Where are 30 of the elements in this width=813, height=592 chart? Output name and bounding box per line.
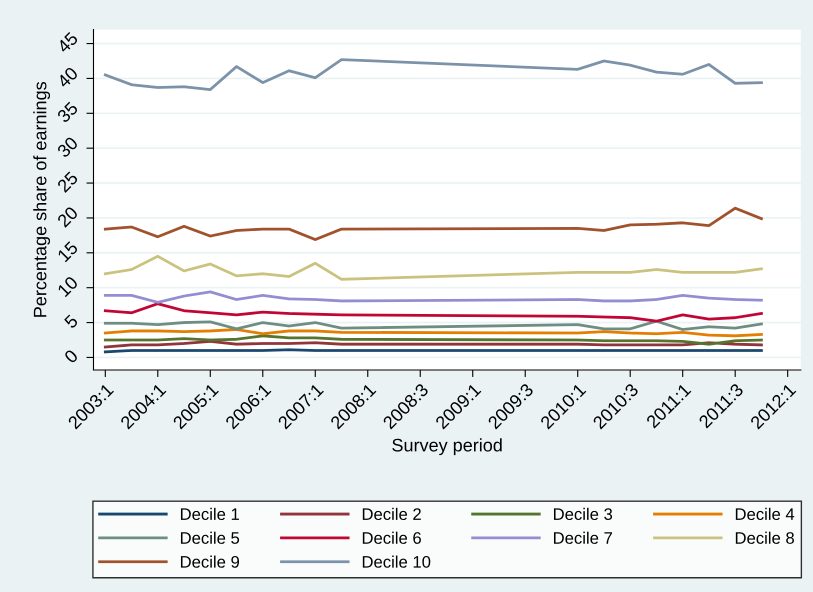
line-series — [104, 206, 763, 241]
line-series — [104, 302, 763, 323]
legend-label: Decile 7 — [554, 532, 612, 544]
line-series — [104, 320, 763, 331]
legend-label: Decile 4 — [736, 508, 794, 520]
y-tick-label: 15 — [57, 240, 79, 262]
y-tick-label: 45 — [56, 32, 79, 54]
line-series — [104, 254, 763, 281]
y-tick-label: 20 — [56, 206, 79, 228]
legend-label: Decile 6 — [362, 532, 421, 544]
y-tick-label: 10 — [56, 275, 79, 298]
y-tick-label: 5 — [64, 314, 79, 330]
legend-label: Decile 9 — [180, 556, 240, 568]
y-tick-label: 0 — [64, 348, 79, 364]
line-series — [104, 334, 763, 346]
legend-label: Decile 2 — [362, 508, 421, 520]
y-axis-title: Percentage share of earnings — [33, 82, 50, 317]
line-series — [104, 58, 763, 91]
legend-label: Decile 10 — [362, 556, 430, 568]
y-tick-label: 30 — [56, 136, 79, 158]
legend-label: Decile 5 — [180, 532, 240, 544]
line-series — [104, 328, 763, 338]
legend-label: Decile 1 — [180, 508, 239, 520]
y-tick-label: 35 — [56, 101, 79, 124]
x-axis-title: Survey period — [392, 438, 502, 456]
y-tick-label: 25 — [56, 170, 79, 193]
y-tick-label: 40 — [56, 66, 79, 89]
legend-label: Decile 8 — [736, 532, 794, 544]
legend-label: Decile 3 — [554, 508, 612, 520]
line-series — [104, 290, 763, 304]
